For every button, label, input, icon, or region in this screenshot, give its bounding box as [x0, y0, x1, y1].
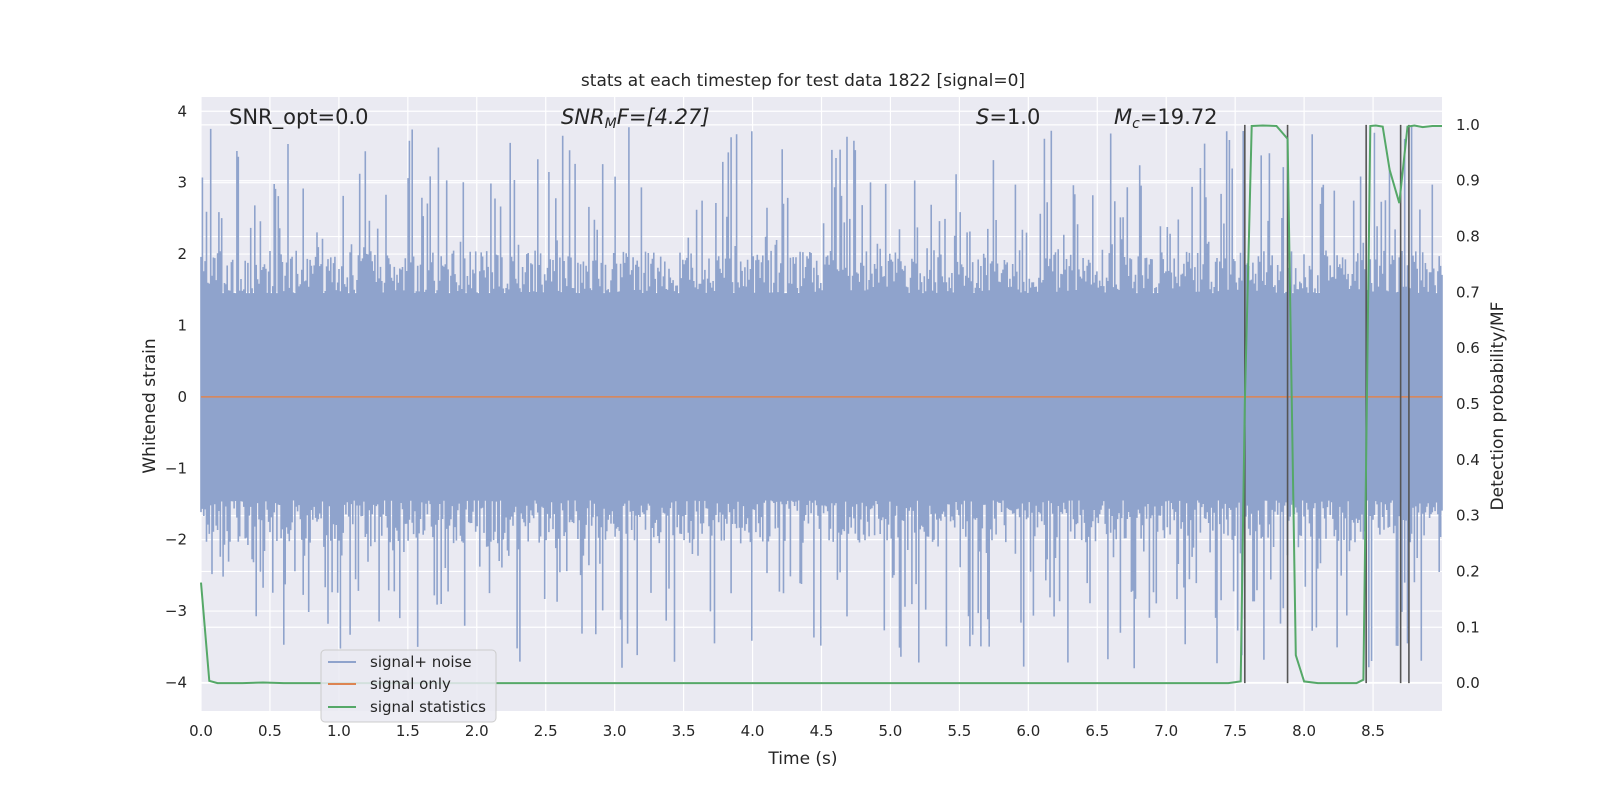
y-right-tick-label: 0.8 — [1456, 228, 1480, 246]
annotation-mc-sub: c — [1132, 116, 1140, 132]
x-tick-label: 4.5 — [810, 722, 834, 740]
x-tick-label: 5.5 — [947, 722, 971, 740]
y-right-tick-label: 0.7 — [1456, 283, 1480, 301]
x-tick-label: 4.0 — [741, 722, 765, 740]
y-axis-left-ticks: 4 3 2 1 0 −1 −2 −3 −4 — [165, 102, 187, 691]
x-tick-label: 6.0 — [1016, 722, 1040, 740]
y-right-tick-label: 0.2 — [1456, 562, 1480, 580]
x-tick-label: 5.0 — [879, 722, 903, 740]
y-right-tick-label: 0.3 — [1456, 507, 1480, 525]
x-axis-ticks: 0.0 0.5 1.0 1.5 2.0 2.5 3.0 3.5 4.0 4.5 5.0 5.5 6.0 6… — [189, 722, 1385, 740]
x-tick-label: 0.0 — [189, 722, 213, 740]
annotation-s: S=1.0 — [976, 105, 1040, 129]
annotation-s-label: S — [976, 105, 989, 129]
x-axis-label: Time (s) — [767, 749, 837, 769]
y-left-tick-label: −2 — [165, 531, 187, 549]
annotation-snr-mf-main: SNR — [561, 105, 605, 129]
y-left-tick-label: −1 — [165, 459, 187, 477]
x-tick-label: 7.0 — [1154, 722, 1178, 740]
noise-trace — [200, 125, 1443, 669]
y-axis-right-ticks: 1.0 0.9 0.8 0.7 0.6 0.5 0.4 0.3 0.2 0.1 0.0 — [1456, 116, 1480, 692]
legend-label-signal-statistics: signal statistics — [370, 698, 486, 716]
legend-label-signal-plus-noise: signal+ noise — [370, 653, 472, 671]
x-tick-label: 8.5 — [1361, 722, 1385, 740]
x-tick-label: 3.5 — [672, 722, 696, 740]
annotation-mc: Mc=19.72 — [1114, 105, 1218, 132]
x-tick-label: 2.0 — [465, 722, 489, 740]
x-tick-label: 0.5 — [258, 722, 282, 740]
y-right-tick-label: 0.5 — [1456, 395, 1480, 413]
x-tick-label: 1.0 — [327, 722, 351, 740]
y-left-tick-label: 1 — [177, 316, 187, 334]
annotation-snr-opt: SNR_opt=0.0 — [229, 105, 369, 130]
legend: signal+ noise signal only signal statist… — [320, 649, 497, 723]
y-left-tick-label: 0 — [177, 388, 187, 406]
annotation-snr-mf-rest: F=[4.27] — [617, 105, 710, 129]
y-left-tick-label: 4 — [177, 102, 187, 120]
y-right-tick-label: 0.9 — [1456, 172, 1480, 190]
legend-box — [320, 649, 497, 723]
chart-title: stats at each timestep for test data 182… — [581, 71, 1025, 91]
annotation-snr-mf: SNRMF=[4.27] — [561, 105, 710, 132]
y-axis-left-label: Whitened strain — [140, 338, 160, 473]
x-tick-label: 6.5 — [1085, 722, 1109, 740]
x-tick-label: 3.0 — [603, 722, 627, 740]
annotation-snr-mf-sub: M — [605, 116, 617, 132]
y-right-tick-label: 0.6 — [1456, 339, 1480, 357]
x-tick-label: 2.5 — [534, 722, 558, 740]
y-left-tick-label: 2 — [177, 245, 187, 263]
y-left-tick-label: −3 — [165, 602, 187, 620]
y-right-tick-label: 0.4 — [1456, 451, 1480, 469]
y-axis-right-label: Detection probability/MF — [1488, 302, 1508, 511]
y-right-tick-label: 0.0 — [1456, 674, 1480, 692]
legend-label-signal-only: signal only — [370, 675, 451, 693]
x-tick-label: 8.0 — [1292, 722, 1316, 740]
annotation-mc-main: M — [1114, 105, 1132, 129]
y-left-tick-label: −4 — [165, 673, 187, 691]
annotation-mc-value: =19.72 — [1140, 105, 1218, 129]
x-tick-label: 1.5 — [396, 722, 420, 740]
annotation-s-value: =1.0 — [989, 105, 1040, 129]
y-right-tick-label: 0.1 — [1456, 618, 1480, 636]
y-right-tick-label: 1.0 — [1456, 116, 1480, 134]
x-tick-label: 7.5 — [1223, 722, 1247, 740]
y-left-tick-label: 3 — [177, 174, 187, 192]
